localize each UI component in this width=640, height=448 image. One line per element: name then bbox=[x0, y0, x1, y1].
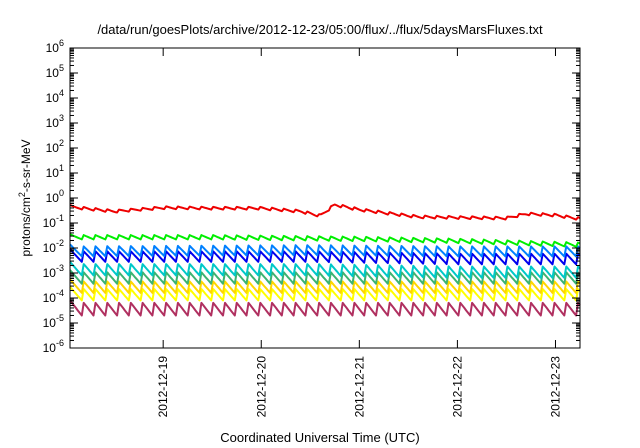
y-tick-label: 10-4 bbox=[43, 288, 64, 305]
x-tick-label: 2012-12-21 bbox=[352, 356, 366, 418]
y-tick-label: 104 bbox=[46, 88, 64, 105]
y-tick-label: 10-6 bbox=[43, 338, 64, 355]
x-axis-label: Coordinated Universal Time (UTC) bbox=[220, 430, 420, 445]
series-layer bbox=[69, 203, 581, 317]
y-axis-label: protons/cm2-s-sr-MeV bbox=[17, 139, 33, 256]
x-tick-label: 2012-12-22 bbox=[450, 356, 464, 418]
x-tick-label: 2012-12-19 bbox=[156, 356, 170, 418]
y-tick-label: 10-3 bbox=[43, 263, 64, 280]
series-line-green bbox=[69, 233, 581, 248]
series-line-red bbox=[69, 203, 581, 221]
y-tick-label: 10-1 bbox=[43, 213, 64, 230]
x-tick-label: 2012-12-20 bbox=[254, 356, 268, 418]
series-line-cyan bbox=[69, 261, 581, 279]
y-tick-label: 10-5 bbox=[43, 313, 64, 330]
x-tick-label: 2012-12-23 bbox=[548, 356, 562, 418]
y-tick-label: 105 bbox=[46, 63, 64, 80]
series-line-maroon bbox=[69, 299, 581, 317]
plot-frame bbox=[69, 47, 581, 349]
ticks-layer: 10-6 10-5 10-4 10-3 10-2 10-1 100 101 102 103 104 1… bbox=[43, 38, 580, 417]
y-tick-label: 101 bbox=[46, 163, 64, 180]
y-tick-label: 106 bbox=[46, 38, 64, 55]
series-line-seagreen bbox=[69, 269, 581, 285]
series-line-lightblue bbox=[69, 243, 581, 258]
series-line-yellow bbox=[69, 286, 581, 302]
y-tick-label: 102 bbox=[46, 138, 64, 155]
y-tick-label: 103 bbox=[46, 113, 64, 130]
series-line-blue bbox=[69, 248, 581, 266]
y-tick-label: 100 bbox=[46, 188, 64, 205]
chart-title: /data/run/goesPlots/archive/2012-12-23/0… bbox=[97, 22, 543, 37]
series-line-gold bbox=[69, 278, 581, 294]
y-tick-label: 10-2 bbox=[43, 238, 64, 255]
